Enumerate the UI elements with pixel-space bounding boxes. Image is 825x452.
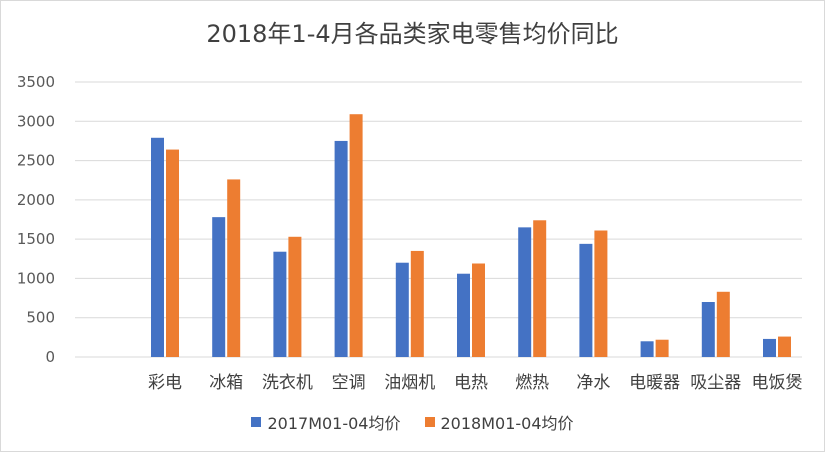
bar-2017-1 [212,217,226,357]
y-tick-label: 1000 [17,269,55,287]
y-tick-label: 1500 [17,230,55,248]
bar-2018-5 [472,263,485,357]
bar-2017-6 [518,227,532,357]
y-tick-label: 0 [45,348,55,366]
bar-2018-1 [227,179,241,357]
bar-2017-8 [640,341,654,357]
bar-2018-8 [655,339,669,357]
legend-item-2017: 2017M01-04均价 [251,410,401,434]
bar-2017-5 [457,273,470,357]
x-tick-label: 空调 [332,373,366,393]
bar-2017-4 [395,262,409,357]
chart-title: 2018年1-4月各品类家电零售均价同比 [206,20,619,48]
bar-2018-3 [349,114,363,357]
bar-2017-0 [151,137,164,357]
x-tick-label: 电热 [454,373,488,393]
bar-2018-9 [716,291,730,357]
legend-swatch-2017 [251,417,262,427]
bar-2017-3 [334,140,348,357]
x-tick-label: 净水 [576,373,610,393]
x-tick-label: 电暖器 [629,373,680,393]
legend: 2017M01-04均价 2018M01-04均价 [0,410,825,434]
y-tick-label: 2000 [17,191,55,209]
bar-2018-0 [166,149,179,357]
bar-2017-7 [579,243,593,357]
legend-label-2017: 2017M01-04均价 [267,414,401,433]
x-tick-label: 燃热 [515,373,549,393]
y-tick-label: 3500 [17,73,55,91]
bar-2017-2 [273,251,287,357]
y-tick-label: 2500 [17,152,55,170]
bar-2018-7 [594,230,608,357]
bar-2017-10 [763,338,776,357]
bar-2018-2 [288,236,302,357]
bar-2018-10 [778,336,791,357]
x-tick-label: 油烟机 [384,373,435,393]
legend-item-2018: 2018M01-04均价 [424,410,574,434]
x-tick-label: 吸尘器 [690,373,741,393]
y-tick-label: 500 [26,309,55,327]
x-tick-label: 冰箱 [209,373,243,393]
bar-2018-4 [410,250,424,357]
x-tick-label: 洗衣机 [262,373,313,393]
x-tick-label: 彩电 [148,373,182,393]
legend-swatch-2018 [424,417,435,427]
x-tick-label: 电饭煲 [752,373,803,393]
legend-label-2018: 2018M01-04均价 [440,414,574,433]
y-tick-label: 3000 [17,112,55,130]
bar-2017-9 [701,302,715,357]
bar-2018-6 [533,220,547,357]
